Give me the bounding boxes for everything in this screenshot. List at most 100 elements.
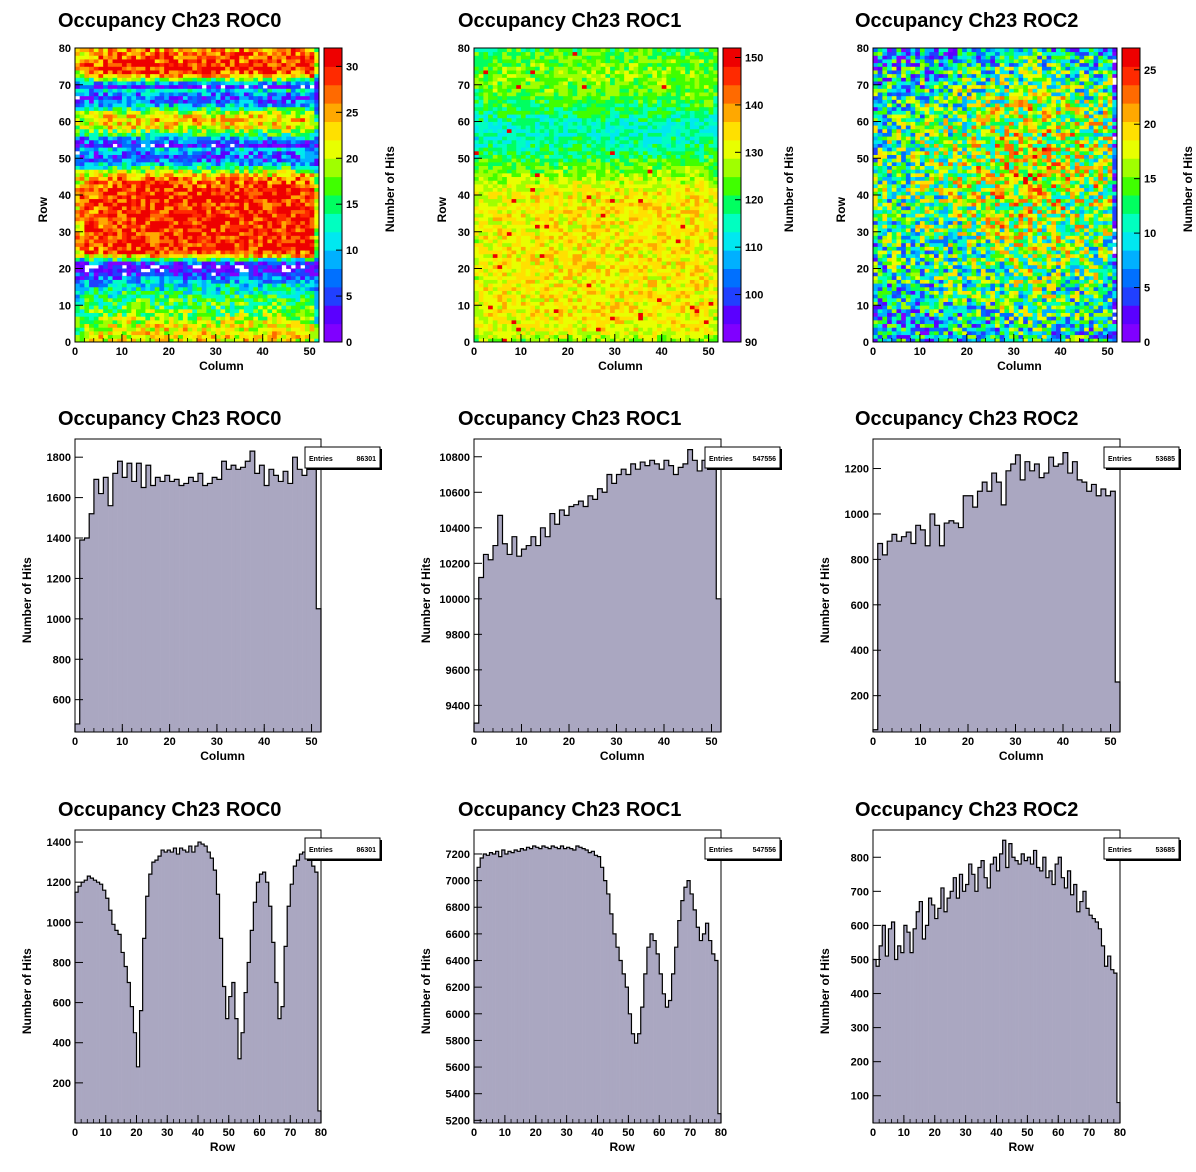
heat-cell bbox=[98, 84, 104, 89]
heat-cell bbox=[511, 297, 517, 302]
heat-cell bbox=[140, 246, 146, 251]
heat-cell bbox=[164, 106, 170, 111]
heat-cell bbox=[309, 48, 315, 53]
heat-cell bbox=[112, 217, 118, 222]
heat-cell bbox=[182, 308, 189, 314]
heat-cell bbox=[121, 59, 128, 64]
heat-cell bbox=[309, 294, 315, 299]
heat-cell bbox=[258, 51, 264, 56]
heat-cell bbox=[272, 161, 278, 167]
heat-cell bbox=[300, 319, 306, 325]
heat-cell bbox=[112, 150, 118, 155]
heat-cell bbox=[121, 220, 128, 225]
heat-cell bbox=[173, 95, 179, 100]
heat-cell bbox=[544, 330, 550, 336]
heat-cell bbox=[276, 327, 282, 332]
heat-cell bbox=[248, 176, 254, 181]
heat-cell bbox=[211, 81, 217, 86]
heat-cell bbox=[168, 136, 174, 141]
heat-cell bbox=[272, 106, 278, 111]
heat-cell bbox=[309, 158, 315, 163]
heat-cell bbox=[89, 253, 95, 258]
heat-cell bbox=[145, 139, 151, 144]
heat-cell bbox=[154, 55, 160, 60]
heat-cell bbox=[272, 272, 278, 277]
heat-cell bbox=[234, 88, 240, 93]
heat-cell bbox=[121, 77, 128, 82]
heat-cell bbox=[506, 334, 512, 339]
heat-cell bbox=[150, 88, 156, 93]
heat-cell bbox=[136, 55, 142, 60]
heat-cell bbox=[281, 66, 287, 71]
heat-cell bbox=[488, 301, 494, 306]
heat-cell bbox=[136, 132, 142, 137]
heat-cell bbox=[117, 158, 123, 163]
heat-cell bbox=[93, 220, 99, 225]
heat-cell bbox=[154, 257, 160, 262]
heat-cell bbox=[103, 158, 109, 163]
heat-cell bbox=[234, 77, 240, 82]
heat-cell bbox=[276, 191, 282, 196]
heat-cell bbox=[159, 132, 165, 137]
heat-cell bbox=[248, 217, 254, 222]
heat-cell bbox=[281, 206, 287, 211]
heat-cell bbox=[290, 228, 296, 233]
heat-cell bbox=[525, 338, 531, 343]
heat-cell bbox=[173, 242, 179, 247]
heat-cell bbox=[79, 169, 85, 174]
heat-cell bbox=[253, 257, 259, 262]
heat-cell bbox=[229, 132, 235, 137]
heat-cell bbox=[229, 261, 235, 266]
heat-cell bbox=[117, 235, 123, 240]
heat-cell bbox=[549, 290, 555, 295]
heat-cell bbox=[267, 246, 273, 251]
heat-cell bbox=[140, 70, 146, 75]
heat-cell bbox=[243, 66, 250, 71]
heat-cell bbox=[262, 228, 268, 233]
heat-cell bbox=[121, 191, 128, 196]
heat-cell bbox=[178, 169, 184, 174]
heat-cell bbox=[295, 312, 301, 317]
heat-cell bbox=[276, 59, 282, 64]
heat-cell bbox=[84, 88, 90, 93]
heat-cell bbox=[304, 165, 311, 170]
heat-cell bbox=[314, 88, 320, 93]
heat-cell bbox=[201, 242, 207, 247]
heat-cell bbox=[295, 330, 301, 336]
heat-cell bbox=[276, 290, 282, 295]
heat-cell bbox=[276, 147, 282, 152]
heat-cell bbox=[121, 70, 128, 75]
heat-cell bbox=[197, 132, 203, 137]
heat-cell bbox=[168, 272, 174, 277]
heat-cell bbox=[304, 150, 311, 155]
heat-cell bbox=[225, 334, 231, 339]
heat-cell bbox=[309, 62, 315, 67]
heat-cell bbox=[211, 301, 217, 306]
heat-cell bbox=[558, 338, 564, 343]
heat-cell bbox=[680, 297, 686, 302]
heat-cell bbox=[197, 327, 203, 332]
heat-cell bbox=[159, 95, 165, 100]
heat-cell bbox=[290, 250, 296, 255]
heat-cell bbox=[647, 334, 653, 339]
heat-cell bbox=[154, 242, 160, 247]
heat-cell bbox=[300, 323, 306, 328]
heat-cell bbox=[84, 103, 90, 108]
heat-cell bbox=[685, 327, 691, 332]
heat-cell bbox=[229, 176, 235, 181]
heat-cell bbox=[215, 316, 221, 321]
heat-cell bbox=[295, 187, 301, 192]
heat-cell bbox=[234, 272, 240, 277]
heat-cell bbox=[79, 59, 85, 64]
heat-cell bbox=[150, 172, 156, 178]
heat-cell bbox=[295, 195, 301, 200]
heat-cell bbox=[89, 150, 95, 155]
heat-cell bbox=[243, 202, 250, 207]
y-tick-label: 70 bbox=[59, 80, 71, 92]
heat-cell bbox=[107, 338, 113, 343]
heat-cell bbox=[596, 323, 602, 328]
heat-cell bbox=[206, 206, 212, 211]
heat-cell bbox=[300, 217, 306, 222]
heat-cell bbox=[220, 187, 226, 192]
palette-swatch bbox=[324, 250, 342, 270]
